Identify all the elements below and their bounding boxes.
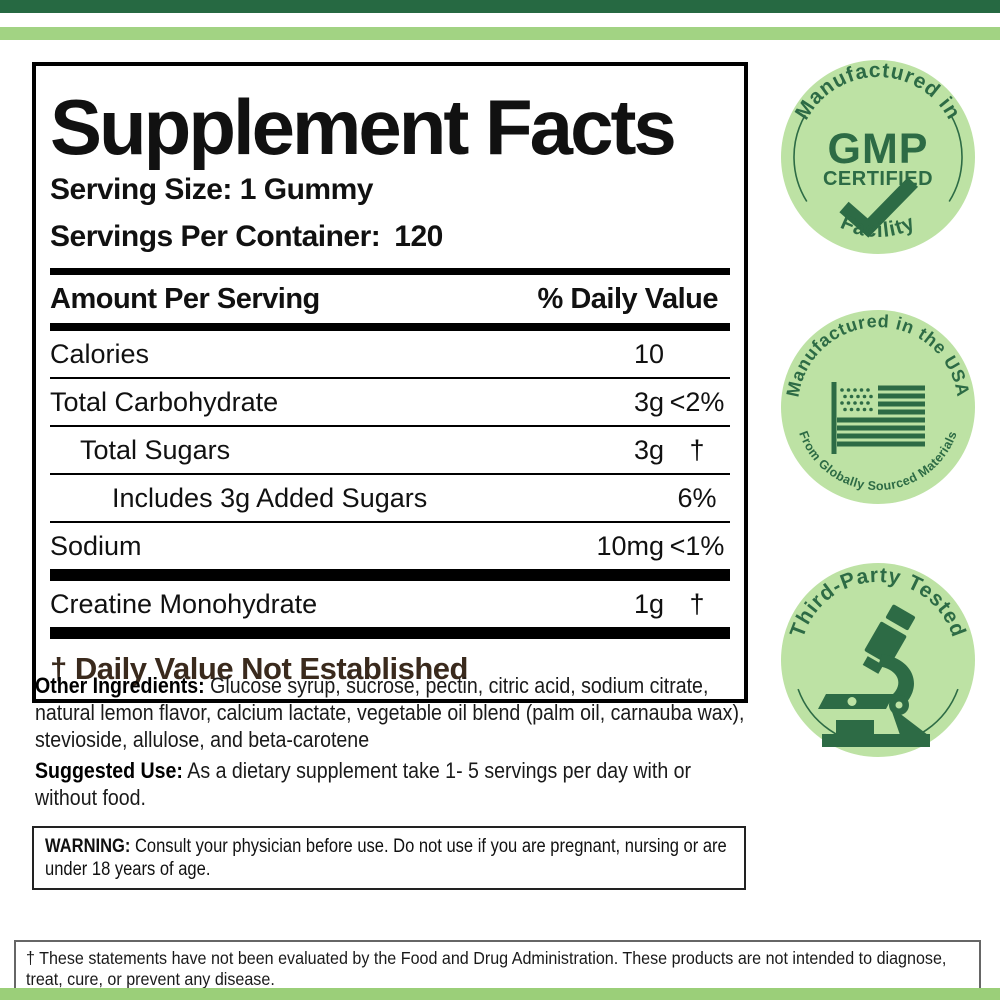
serving-size-line: Serving Size: 1 Gummy — [50, 173, 730, 207]
suggested-use-label: Suggested Use: — [35, 758, 183, 783]
row-dv: † — [689, 589, 705, 619]
row-dv: <1% — [669, 531, 725, 561]
warning-text: Consult your physician before use. Do no… — [45, 836, 727, 880]
row-amount: 3g — [633, 435, 664, 465]
servings-label: Servings Per Container: — [50, 220, 381, 253]
badge-right-arc — [948, 114, 963, 202]
divider-thick — [50, 569, 730, 581]
row-dv: † — [689, 435, 705, 465]
table-row-total-carbohydrate: Total Carbohydrate 3g <2% — [50, 379, 730, 425]
suggested-use-text: As a dietary supplement take 1- 5 servin… — [35, 758, 692, 810]
table-row-calories: Calories 10 — [50, 331, 730, 377]
panel-title: Supplement Facts — [50, 83, 677, 171]
table-row-total-sugars: Total Sugars 3g † — [50, 427, 730, 473]
divider-thick — [50, 323, 730, 331]
us-flag-icon — [831, 382, 925, 454]
warning-label: WARNING: — [45, 836, 131, 857]
table-row-added-sugars: Includes 3g Added Sugars 6% — [50, 475, 730, 521]
other-ingredients-text: Glucose syrup, sucrose, pectin, citric a… — [35, 673, 745, 752]
table-header: Amount Per Serving % Daily Value — [50, 275, 730, 323]
supplement-facts-panel: Supplement Facts Serving Size: 1 Gummy S… — [32, 62, 748, 703]
header-amount-per-serving: Amount Per Serving — [50, 283, 320, 315]
microscope-icon — [818, 604, 930, 747]
made-in-usa-badge: Manufactured in the USA From Globally So… — [781, 310, 975, 504]
other-ingredients-label: Other Ingredients: — [35, 673, 205, 698]
divider-thin — [50, 473, 730, 475]
other-ingredients-paragraph: Other Ingredients: Glucose syrup, sucros… — [35, 672, 750, 753]
top-band-dark — [0, 0, 1000, 13]
top-band-light — [0, 27, 1000, 40]
warning-box: WARNING: Consult your physician before u… — [32, 826, 746, 890]
gmp-certified-badge: Manufactured in GMP CERTIFIED Facility — [781, 59, 975, 254]
serving-size-value: 1 Gummy — [239, 173, 374, 206]
row-amount: 1g — [633, 589, 664, 619]
suggested-use-paragraph: Suggested Use: As a dietary supplement t… — [35, 757, 750, 811]
bottom-band — [0, 988, 1000, 1000]
divider-thin — [50, 425, 730, 427]
divider-thin — [50, 521, 730, 523]
header-daily-value: % Daily Value — [537, 283, 719, 315]
row-name: Sodium — [50, 531, 142, 561]
row-name: Total Carbohydrate — [50, 387, 279, 417]
serving-size-label: Serving Size: — [50, 173, 232, 206]
row-dv: 6% — [677, 483, 717, 513]
badge-circle — [781, 60, 975, 254]
row-amount: 3g — [633, 387, 664, 417]
divider-thick — [50, 268, 730, 275]
row-name: Includes 3g Added Sugars — [112, 483, 428, 513]
table-row-creatine-monohydrate: Creatine Monohydrate 1g † — [50, 581, 730, 627]
row-name: Creatine Monohydrate — [50, 589, 318, 619]
row-dv: <2% — [669, 387, 725, 417]
row-name: Total Sugars — [80, 435, 231, 465]
divider-thin — [50, 377, 730, 379]
badge-left-arc — [793, 114, 808, 202]
checkmark-icon — [839, 177, 919, 238]
badge-circle — [781, 310, 975, 504]
third-party-tested-badge: Third-Party Tested — [781, 563, 975, 757]
table-row-sodium: Sodium 10mg <1% — [50, 523, 730, 569]
row-amount: 10mg — [596, 531, 664, 561]
row-name: Calories — [50, 339, 150, 369]
row-amount: 10 — [633, 339, 664, 369]
divider-thick — [50, 627, 730, 639]
gmp-text: GMP — [828, 125, 929, 173]
fda-disclaimer-text: † These statements have not been evaluat… — [26, 948, 947, 989]
servings-per-container-line: Servings Per Container: 120 — [50, 220, 730, 254]
servings-value: 120 — [394, 220, 443, 253]
daily-value-note: † Daily Value Not Established — [50, 651, 468, 686]
